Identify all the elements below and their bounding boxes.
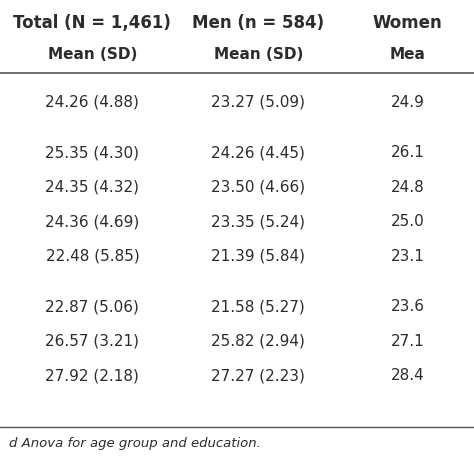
- Text: 25.82 (2.94): 25.82 (2.94): [211, 334, 305, 349]
- Text: 27.1: 27.1: [391, 334, 425, 349]
- Text: 23.1: 23.1: [391, 249, 425, 264]
- Text: 22.87 (5.06): 22.87 (5.06): [46, 299, 139, 314]
- Text: 27.92 (2.18): 27.92 (2.18): [46, 368, 139, 383]
- Text: 24.8: 24.8: [391, 180, 425, 195]
- Text: 23.27 (5.09): 23.27 (5.09): [211, 95, 305, 110]
- Text: 25.35 (4.30): 25.35 (4.30): [46, 145, 139, 160]
- Text: 24.36 (4.69): 24.36 (4.69): [46, 214, 139, 229]
- Text: Women: Women: [373, 14, 443, 32]
- Text: 23.35 (5.24): 23.35 (5.24): [211, 214, 305, 229]
- Text: d Anova for age group and education.: d Anova for age group and education.: [9, 438, 261, 450]
- Text: 21.39 (5.84): 21.39 (5.84): [211, 249, 305, 264]
- Text: 25.0: 25.0: [391, 214, 425, 229]
- Text: 26.57 (3.21): 26.57 (3.21): [46, 334, 139, 349]
- Text: 28.4: 28.4: [391, 368, 425, 383]
- Text: 24.26 (4.45): 24.26 (4.45): [211, 145, 305, 160]
- Text: 24.35 (4.32): 24.35 (4.32): [46, 180, 139, 195]
- Text: 24.9: 24.9: [391, 95, 425, 110]
- Text: 22.48 (5.85): 22.48 (5.85): [46, 249, 139, 264]
- Text: Mean (SD): Mean (SD): [214, 47, 303, 63]
- Text: 24.26 (4.88): 24.26 (4.88): [46, 95, 139, 110]
- Text: Mean (SD): Mean (SD): [48, 47, 137, 63]
- Text: 21.58 (5.27): 21.58 (5.27): [211, 299, 305, 314]
- Text: 27.27 (2.23): 27.27 (2.23): [211, 368, 305, 383]
- Text: 26.1: 26.1: [391, 145, 425, 160]
- Text: Total (N = 1,461): Total (N = 1,461): [13, 14, 172, 32]
- Text: 23.6: 23.6: [391, 299, 425, 314]
- Text: Mea: Mea: [390, 47, 426, 63]
- Text: Men (n = 584): Men (n = 584): [192, 14, 324, 32]
- Text: 23.50 (4.66): 23.50 (4.66): [211, 180, 305, 195]
